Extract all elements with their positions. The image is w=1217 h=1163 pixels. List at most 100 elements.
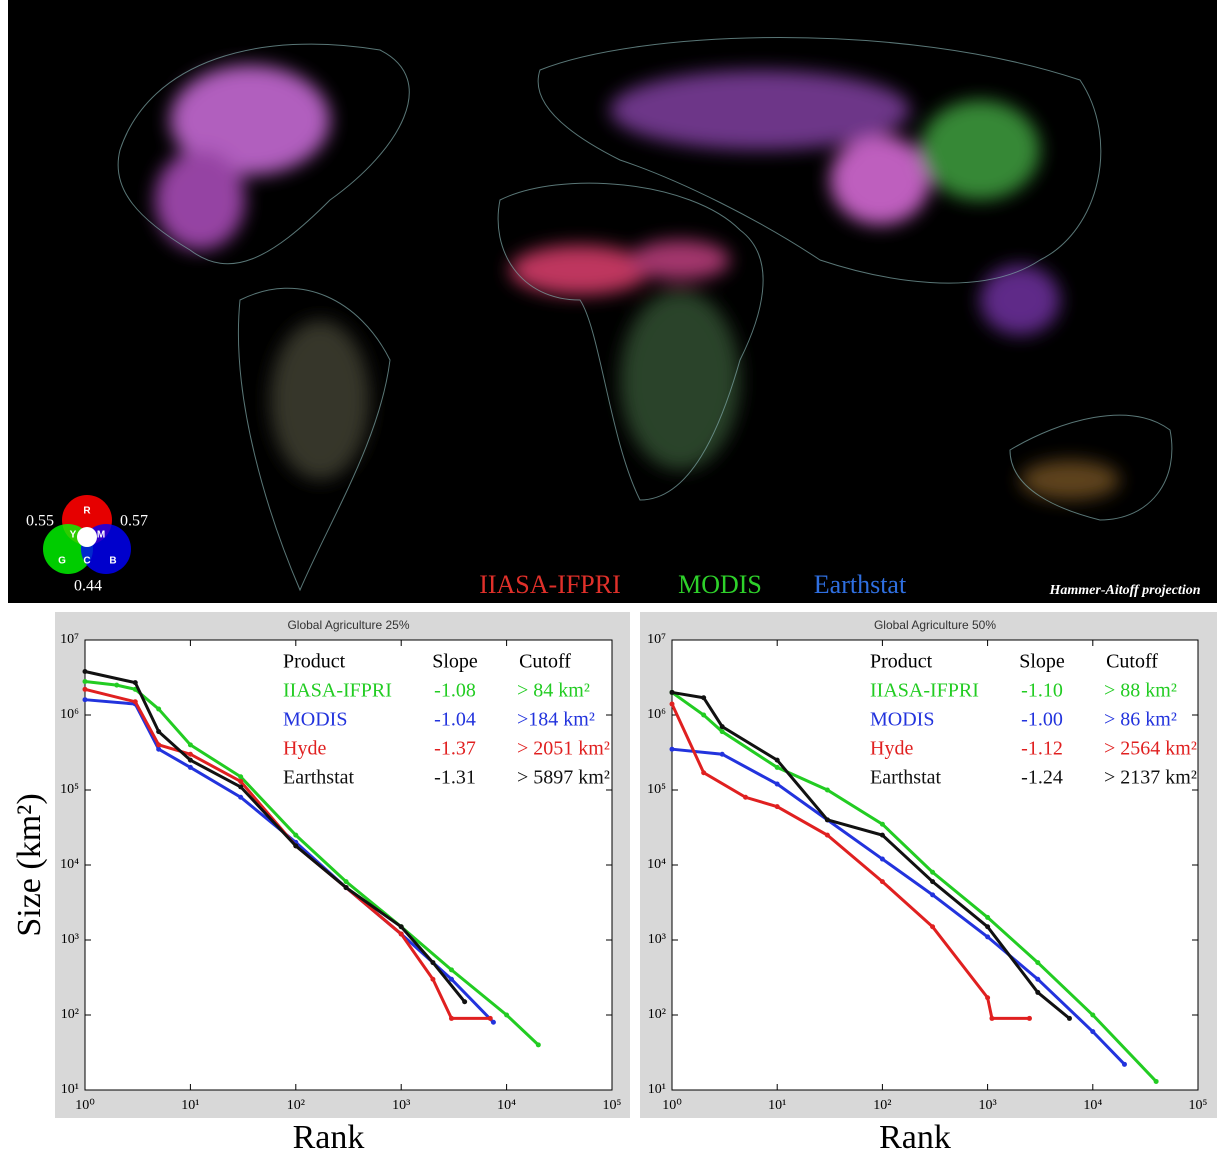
channel-label: G xyxy=(58,556,66,567)
data-point xyxy=(82,678,88,684)
cutoff-value: > 84 km² xyxy=(517,680,590,702)
data-point xyxy=(669,701,675,707)
x-axis-label: Rank xyxy=(293,1119,365,1156)
x-tick-label: 10¹ xyxy=(768,1098,786,1113)
data-point xyxy=(462,999,468,1005)
data-point xyxy=(1035,989,1041,995)
data-point xyxy=(132,680,138,686)
chart-title: Global Agriculture 25% xyxy=(287,618,409,632)
data-point xyxy=(132,699,138,705)
data-point xyxy=(490,1019,496,1025)
data-point xyxy=(930,869,936,875)
data-point xyxy=(669,689,675,695)
data-point xyxy=(398,931,404,937)
key-value: 0.57 xyxy=(120,513,148,530)
data-point xyxy=(774,804,780,810)
legend-entry: Earthstat xyxy=(283,767,355,789)
cutoff-value: > 2137 km² xyxy=(1104,767,1197,789)
table-header: Slope xyxy=(432,651,478,673)
x-tick-label: 10⁴ xyxy=(1083,1098,1102,1113)
data-point xyxy=(114,682,120,688)
x-tick-label: 10⁰ xyxy=(75,1098,95,1113)
data-point xyxy=(879,879,885,885)
channel-label: C xyxy=(83,556,90,567)
slope-value: -1.37 xyxy=(434,738,476,760)
data-point xyxy=(187,742,193,748)
data-point xyxy=(1090,1012,1096,1018)
legend-entry: IIASA-IFPRI xyxy=(870,680,979,702)
y-tick-label: 10⁵ xyxy=(647,782,666,797)
x-tick-label: 10² xyxy=(873,1098,891,1113)
data-point xyxy=(293,832,299,838)
x-tick-label: 10⁴ xyxy=(497,1098,516,1113)
data-point xyxy=(156,706,162,712)
data-point xyxy=(398,924,404,930)
table-header: Cutoff xyxy=(1106,651,1158,673)
data-point xyxy=(343,885,349,891)
y-tick-label: 10⁷ xyxy=(60,632,79,647)
x-tick-label: 10⁵ xyxy=(1189,1098,1208,1113)
data-point xyxy=(930,892,936,898)
projection-label: Hammer-Aitoff projection xyxy=(1048,583,1200,598)
data-point xyxy=(238,794,244,800)
data-point xyxy=(701,695,707,701)
data-point xyxy=(448,967,454,973)
data-point xyxy=(187,764,193,770)
y-tick-label: 10² xyxy=(648,1007,666,1022)
data-point xyxy=(82,697,88,703)
data-point xyxy=(824,817,830,823)
data-point xyxy=(719,751,725,757)
x-axis-label: Rank xyxy=(879,1119,951,1156)
y-tick-label: 10⁴ xyxy=(60,857,79,872)
data-point xyxy=(1035,976,1041,982)
data-point xyxy=(238,778,244,784)
channel-label: M xyxy=(97,530,105,541)
cutoff-value: >184 km² xyxy=(517,709,595,731)
color-key xyxy=(43,495,131,574)
y-tick-label: 10⁶ xyxy=(647,707,666,722)
map-legend-entry: Earthstat xyxy=(814,570,907,599)
key-circle xyxy=(77,527,97,547)
data-point xyxy=(879,821,885,827)
data-point xyxy=(824,787,830,793)
slope-value: -1.10 xyxy=(1021,680,1063,702)
y-tick-label: 10⁵ xyxy=(60,782,79,797)
data-point xyxy=(989,1015,995,1021)
data-point xyxy=(293,843,299,849)
data-point xyxy=(879,832,885,838)
data-point xyxy=(774,757,780,763)
data-point xyxy=(1090,1029,1096,1035)
data-point xyxy=(1066,1015,1072,1021)
x-tick-label: 10⁵ xyxy=(603,1098,622,1113)
y-tick-label: 10³ xyxy=(648,932,666,947)
legend-entry: IIASA-IFPRI xyxy=(283,680,392,702)
x-tick-label: 10⁰ xyxy=(662,1098,682,1113)
slope-value: -1.24 xyxy=(1021,767,1063,789)
series-line xyxy=(84,670,466,1003)
series-line xyxy=(671,747,1126,1066)
legend-entry: Hyde xyxy=(283,738,326,760)
data-point xyxy=(879,856,885,862)
channel-label: R xyxy=(83,506,91,517)
slope-value: -1.04 xyxy=(434,709,476,731)
data-point xyxy=(985,934,991,940)
table-header: Cutoff xyxy=(519,651,571,673)
plot-area xyxy=(84,639,613,1091)
series-line xyxy=(671,690,1071,1020)
data-point xyxy=(985,924,991,930)
key-value: 0.55 xyxy=(26,513,54,530)
y-tick-label: 10⁷ xyxy=(647,632,666,647)
cutoff-value: > 2564 km² xyxy=(1104,738,1197,760)
data-point xyxy=(985,914,991,920)
map-coverage xyxy=(155,65,1120,500)
data-point xyxy=(719,729,725,735)
x-tick-label: 10³ xyxy=(978,1098,996,1113)
cutoff-value: > 88 km² xyxy=(1104,680,1177,702)
data-point xyxy=(238,784,244,790)
cutoff-value: > 2051 km² xyxy=(517,738,610,760)
data-point xyxy=(701,770,707,776)
map-legend-entry: IIASA-IFPRI xyxy=(479,570,621,599)
data-point xyxy=(930,924,936,930)
data-point xyxy=(1026,1015,1032,1021)
